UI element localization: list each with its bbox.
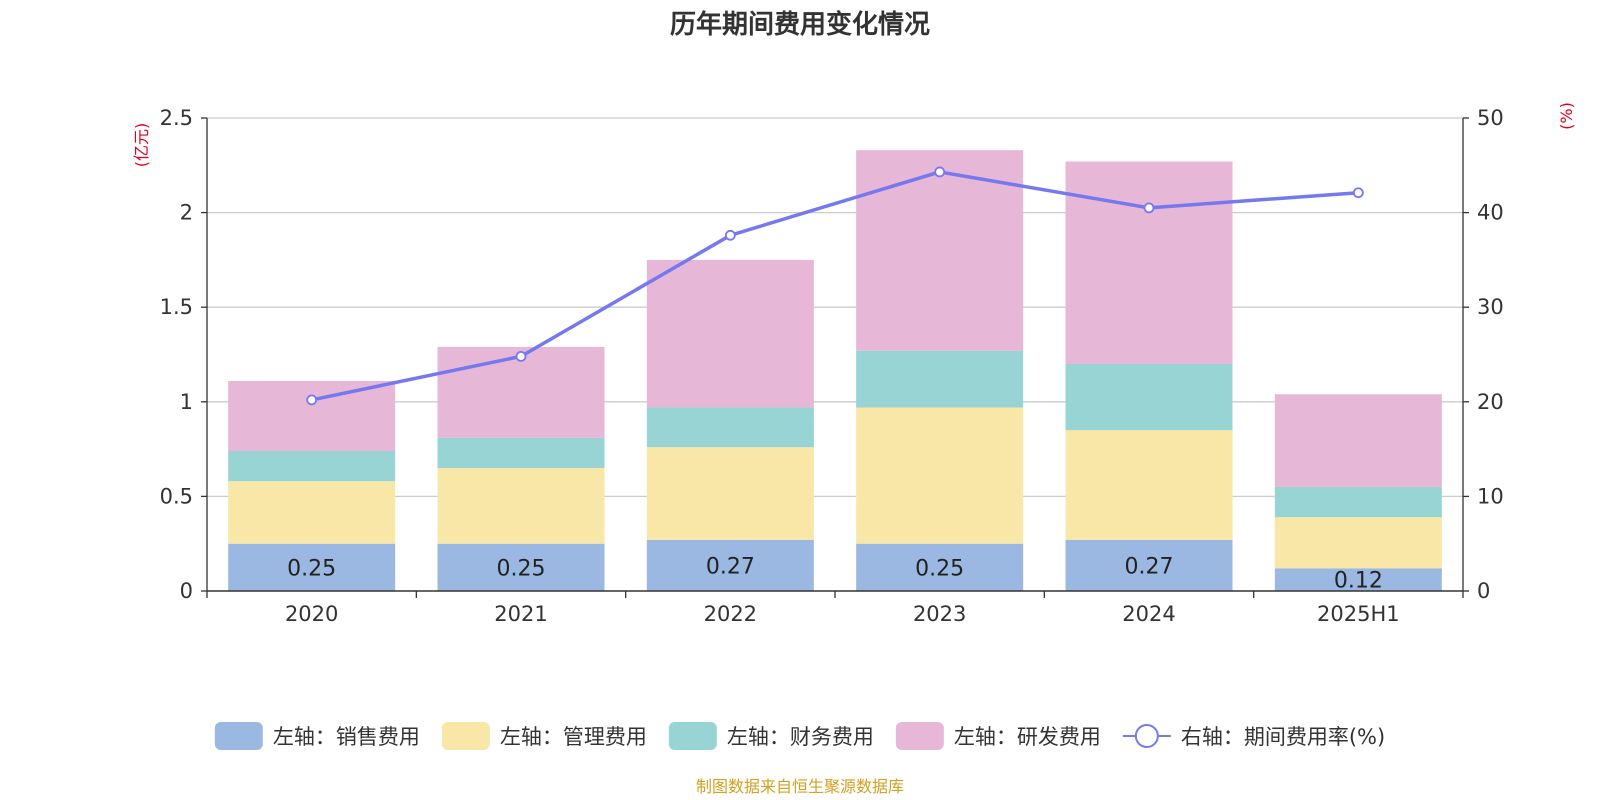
rate-point <box>724 229 736 241</box>
legend-marker <box>1134 724 1159 748</box>
x-tick-label: 2025H1 <box>1317 602 1400 626</box>
bar-segment <box>1274 517 1442 569</box>
x-tick-label: 2023 <box>913 602 966 626</box>
bar-segment <box>646 447 814 540</box>
bar-segment <box>228 450 396 482</box>
bar-segment <box>1274 394 1442 487</box>
bar-segment <box>228 481 396 544</box>
y-right-tick-label: 20 <box>1477 390 1504 414</box>
y-left-tick-label: 1.5 <box>160 295 193 319</box>
bar-segment <box>856 407 1024 544</box>
legend-label: 左轴：研发费用 <box>954 725 1101 749</box>
rate-point <box>1143 202 1155 214</box>
y-right-tick-label: 10 <box>1477 484 1504 508</box>
bar-series <box>228 150 1442 591</box>
legend-label: 左轴：销售费用 <box>273 725 420 749</box>
bar-segment <box>1065 363 1233 431</box>
rate-point <box>1352 187 1364 199</box>
bar-data-label: 0.25 <box>915 556 964 581</box>
bar-segment <box>856 350 1024 408</box>
bar-data-label: 0.27 <box>1125 554 1174 579</box>
bar-data-label: 0.25 <box>287 556 336 581</box>
y-right-tick-label: 0 <box>1477 579 1490 603</box>
y-left-tick-label: 2 <box>180 201 193 225</box>
legend-swatch <box>214 722 263 750</box>
x-tick-label: 2021 <box>494 602 547 626</box>
rate-line <box>311 170 1359 402</box>
y-right-tick-label: 50 <box>1477 106 1504 130</box>
axes: 0 0.5 1 1.5 2 2.5 0 10 20 30 40 50 2020 2021 2022 2023 2… <box>160 106 1504 626</box>
data-labels: 0.25 0.25 0.27 0.25 0.27 0.12 <box>287 554 1383 593</box>
y-axis-right-unit: (%) <box>1557 102 1576 130</box>
bar-segment <box>856 543 1024 591</box>
rate-point <box>515 350 527 362</box>
bar-segment <box>437 468 605 544</box>
x-tick-label: 2022 <box>704 602 757 626</box>
bar-segment <box>1065 539 1233 591</box>
y-left-tick-label: 0 <box>180 579 193 603</box>
rate-point <box>934 166 946 178</box>
legend-swatch <box>895 722 944 750</box>
bar-segment <box>1065 430 1233 540</box>
y-left-tick-label: 2.5 <box>160 106 193 130</box>
bar-segment <box>437 543 605 591</box>
y-axis-left-unit: (亿元) <box>132 123 151 168</box>
bar-segment <box>228 543 396 591</box>
legend-label: 左轴：财务费用 <box>727 725 874 749</box>
legend-label: 右轴：期间费用率(%) <box>1181 725 1385 749</box>
rate-point <box>306 394 318 406</box>
y-right-tick-label: 30 <box>1477 295 1504 319</box>
bar-data-label: 0.27 <box>706 554 755 579</box>
legend: 左轴：销售费用 左轴：管理费用 左轴：财务费用 左轴：研发费用 右轴：期间费用率(%) <box>214 722 1385 750</box>
y-left-tick-label: 0.5 <box>160 484 193 508</box>
bar-data-label: 0.12 <box>1334 569 1383 594</box>
bar-segment <box>437 346 605 438</box>
y-left-tick-label: 1 <box>180 390 193 414</box>
bar-segment <box>646 259 814 408</box>
bar-segment <box>646 539 814 591</box>
legend-label: 左轴：管理费用 <box>500 725 647 749</box>
bar-segment <box>856 150 1024 351</box>
bar-segment <box>1274 486 1442 518</box>
bar-segment <box>1274 568 1442 591</box>
x-tick-label: 2020 <box>285 602 338 626</box>
legend-swatch <box>668 722 717 750</box>
bar-data-label: 0.25 <box>497 556 546 581</box>
bar-segment <box>228 380 396 451</box>
x-tick-label: 2024 <box>1122 602 1175 626</box>
grid-lines <box>207 117 1463 498</box>
chart-title: 历年期间费用变化情况 <box>670 9 930 40</box>
y-right-tick-label: 40 <box>1477 201 1504 225</box>
legend-swatch <box>441 722 490 750</box>
bar-segment <box>437 437 605 469</box>
bar-segment <box>646 407 814 448</box>
source-note: 制图数据来自恒生聚源数据库 <box>696 777 904 796</box>
bar-segment <box>1065 161 1233 364</box>
line-series <box>306 166 1364 406</box>
